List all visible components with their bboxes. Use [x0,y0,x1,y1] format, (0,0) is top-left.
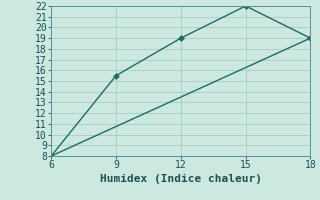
X-axis label: Humidex (Indice chaleur): Humidex (Indice chaleur) [100,174,262,184]
